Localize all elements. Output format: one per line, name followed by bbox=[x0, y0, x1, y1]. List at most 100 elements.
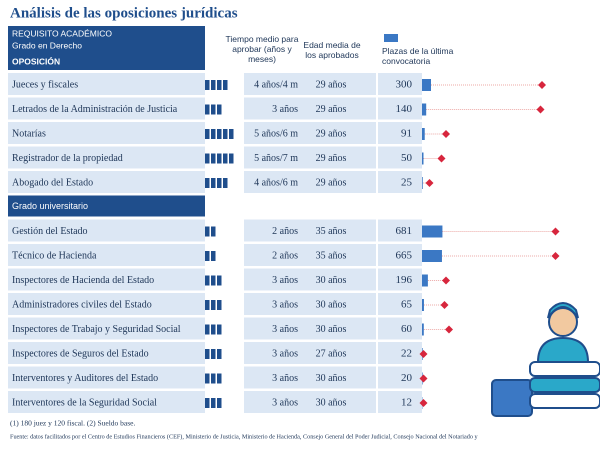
year-square bbox=[217, 373, 222, 384]
row-bg bbox=[244, 268, 376, 291]
plazas-bar bbox=[422, 323, 424, 336]
note: (1) 180 juez y 120 fiscal. (2) Sueldo ba… bbox=[10, 419, 136, 428]
row-age: 29 años bbox=[316, 153, 347, 164]
col-time-box: Tiempo medio para aprobar (años y meses) bbox=[225, 34, 299, 64]
illustration bbox=[491, 302, 600, 417]
marker bbox=[445, 325, 453, 334]
year-square bbox=[217, 275, 222, 286]
row-bg bbox=[378, 342, 422, 364]
row-name: Gestión del Estado bbox=[12, 226, 88, 237]
row-plazas: 50 bbox=[401, 152, 413, 164]
row-plazas: 681 bbox=[396, 225, 413, 237]
row-bg bbox=[244, 171, 376, 193]
row-time: 3 años bbox=[272, 299, 298, 310]
row-age: 29 años bbox=[316, 177, 347, 188]
year-square bbox=[205, 251, 210, 261]
row-bg bbox=[378, 293, 422, 315]
year-square bbox=[223, 80, 228, 90]
row-name: Inspectores de Hacienda del Estado bbox=[12, 275, 154, 286]
row-bg bbox=[244, 244, 376, 266]
year-square bbox=[205, 275, 210, 286]
row-name: Interventores de la Seguridad Social bbox=[12, 397, 157, 408]
row-age: 30 años bbox=[316, 324, 347, 335]
col-time: Tiempo medio para aprobar (años y meses) bbox=[225, 34, 299, 64]
row-name: Inspectores de Seguros del Estado bbox=[12, 348, 149, 359]
row-name: Técnico de Hacienda bbox=[12, 250, 97, 261]
col-plazas-box: Plazas de la última convocatoria bbox=[382, 46, 453, 66]
row-plazas: 22 bbox=[401, 348, 412, 360]
row-bg bbox=[244, 293, 376, 315]
marker bbox=[536, 105, 545, 114]
plazas-bar bbox=[422, 250, 442, 262]
year-square bbox=[223, 129, 228, 139]
marker bbox=[419, 374, 428, 383]
plazas-bar bbox=[422, 225, 443, 238]
row-plazas: 25 bbox=[401, 177, 413, 189]
year-square bbox=[205, 153, 210, 164]
year-square bbox=[217, 153, 222, 164]
row-age: 30 años bbox=[316, 373, 347, 384]
row-age: 30 años bbox=[316, 397, 347, 408]
row-bg bbox=[8, 73, 205, 95]
row-bg bbox=[378, 171, 422, 193]
row-bg bbox=[378, 97, 422, 120]
header-box bbox=[8, 26, 205, 70]
row-bg bbox=[8, 342, 205, 364]
year-square bbox=[217, 398, 222, 408]
year-square bbox=[211, 324, 216, 335]
row-name: Inspectores de Trabajo y Seguridad Socia… bbox=[12, 324, 181, 335]
year-square bbox=[217, 178, 222, 188]
row-plazas: 196 bbox=[396, 274, 413, 286]
year-square bbox=[205, 226, 210, 237]
row-time: 3 años bbox=[272, 275, 298, 286]
plazas-bar bbox=[422, 103, 427, 116]
row-bg bbox=[378, 219, 422, 242]
row-time: 2 años bbox=[272, 250, 298, 261]
row-plazas: 140 bbox=[396, 103, 413, 115]
col-name: OPOSICIÓN bbox=[12, 55, 60, 66]
marker bbox=[551, 227, 560, 236]
plazas-bar bbox=[422, 177, 423, 189]
row-bg bbox=[244, 317, 376, 340]
year-square bbox=[211, 153, 216, 164]
year-square bbox=[217, 104, 222, 115]
row-time: 3 años bbox=[272, 324, 298, 335]
source: Fuente: datos facilitados por el Centro … bbox=[10, 433, 478, 440]
year-square bbox=[211, 300, 216, 310]
year-square bbox=[223, 153, 228, 164]
row-bg bbox=[378, 391, 422, 413]
row-bg bbox=[8, 244, 205, 266]
row-bg bbox=[244, 342, 376, 364]
row-bg bbox=[378, 244, 422, 266]
year-square bbox=[217, 324, 222, 335]
row-bg bbox=[8, 171, 205, 193]
row-bg bbox=[244, 219, 376, 242]
year-square bbox=[205, 129, 210, 139]
row-age: 29 años bbox=[316, 128, 347, 139]
year-square bbox=[211, 129, 216, 139]
year-square bbox=[229, 129, 234, 139]
marker bbox=[419, 350, 428, 358]
year-square bbox=[217, 129, 222, 139]
row-plazas: 91 bbox=[401, 128, 412, 140]
row-time: 3 años bbox=[272, 348, 298, 359]
year-square bbox=[205, 300, 210, 310]
row-age: 27 años bbox=[316, 348, 347, 359]
row-plazas: 300 bbox=[396, 79, 413, 91]
year-square bbox=[205, 104, 210, 115]
row-bg bbox=[8, 268, 205, 291]
year-square bbox=[211, 104, 216, 115]
year-square bbox=[223, 178, 228, 188]
row-bg bbox=[244, 146, 376, 169]
legend-square bbox=[384, 34, 398, 42]
row-bg bbox=[378, 317, 422, 340]
row-time: 3 años bbox=[272, 104, 298, 115]
row-plazas: 60 bbox=[401, 323, 413, 335]
row-bg bbox=[8, 146, 205, 169]
marker bbox=[440, 301, 449, 309]
row-name: Interventores y Auditores del Estado bbox=[12, 373, 158, 384]
marker bbox=[437, 154, 446, 163]
section-title: Grado universitario bbox=[12, 201, 88, 211]
plazas-bar bbox=[422, 152, 424, 165]
year-square bbox=[217, 300, 222, 310]
